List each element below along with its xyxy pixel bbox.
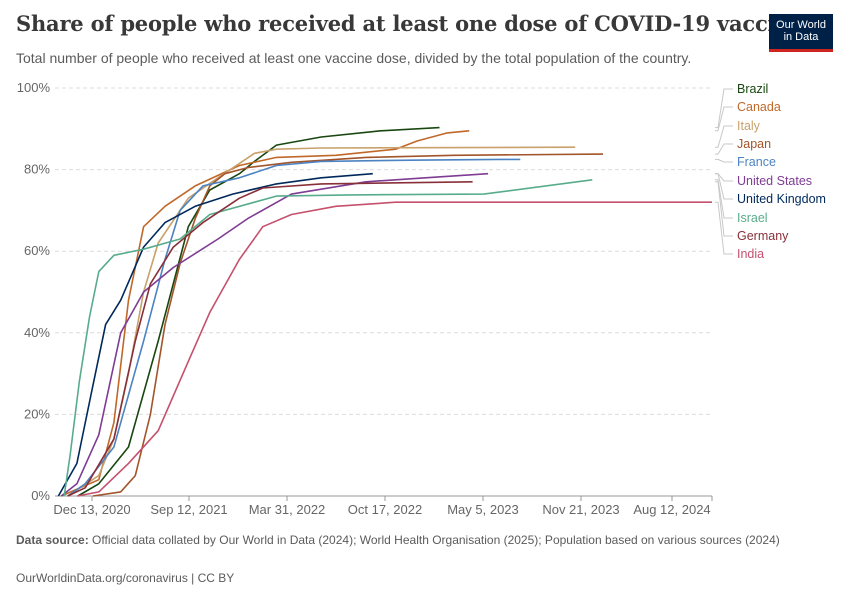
legend-connector — [715, 179, 733, 219]
x-tick-label: Aug 12, 2024 — [633, 502, 710, 517]
y-tick-label: 20% — [24, 406, 50, 421]
series-line-canada — [60, 130, 470, 497]
line-chart: 0% 20% 40% 60% 80% 100% Dec 13, 2020 Sep 12, 20… — [17, 80, 826, 517]
footer-url[interactable]: OurWorldinData.org/coronavirus | CC BY — [16, 571, 235, 585]
series-line-france — [67, 158, 521, 497]
source-text: Official data collated by Our World in D… — [92, 533, 780, 547]
data-source: Data source: Official data collated by O… — [16, 533, 816, 548]
x-tick-label: Mar 31, 2022 — [249, 502, 326, 517]
chart-subtitle: Total number of people who received at l… — [16, 50, 692, 66]
x-tick-label: May 5, 2023 — [447, 502, 519, 517]
legend-connector — [715, 88, 733, 129]
legend-connector — [715, 173, 733, 200]
x-tick-label: Nov 21, 2023 — [542, 502, 619, 517]
x-tick-label: Oct 17, 2022 — [348, 502, 422, 517]
legend-label: Brazil — [737, 82, 768, 96]
legend-connector — [715, 158, 733, 163]
legend-label: United Kingdom — [737, 192, 826, 206]
legend-connector — [715, 106, 733, 132]
legend-label: Japan — [737, 137, 771, 151]
series-line-united-states — [60, 172, 489, 497]
legend-label: Germany — [737, 229, 789, 243]
chart-title: Share of people who received at least on… — [16, 11, 804, 36]
legend-connector — [715, 125, 733, 148]
y-tick-label: 100% — [17, 80, 51, 95]
y-tick-label: 40% — [24, 325, 50, 340]
series-line-united-kingdom — [57, 172, 373, 497]
series-line-germany — [67, 181, 473, 497]
y-tick-label: 80% — [24, 162, 50, 177]
source-label: Data source: — [16, 533, 89, 547]
series-line-israel — [63, 179, 593, 497]
x-tick-label: Dec 13, 2020 — [53, 502, 130, 517]
legend-connector — [715, 181, 733, 237]
legend-label: Canada — [737, 100, 781, 114]
legend-connector — [715, 143, 733, 155]
legend-label: Israel — [737, 211, 768, 225]
series-line-italy — [67, 146, 576, 497]
legend-connector — [715, 201, 733, 255]
y-tick-label: 60% — [24, 243, 50, 258]
logo-line-1: Our World — [776, 19, 826, 31]
series-line-japan — [92, 153, 604, 497]
legend-label: India — [737, 247, 764, 261]
x-tick-label: Sep 12, 2021 — [150, 502, 227, 517]
series-line-india — [77, 201, 712, 497]
legend-label: France — [737, 155, 776, 169]
legend-label: United States — [737, 174, 812, 188]
logo-line-2: in Data — [783, 31, 819, 43]
owid-logo[interactable]: Our World in Data — [769, 14, 833, 52]
legend-label: Italy — [737, 119, 761, 133]
y-tick-label: 0% — [31, 488, 50, 503]
